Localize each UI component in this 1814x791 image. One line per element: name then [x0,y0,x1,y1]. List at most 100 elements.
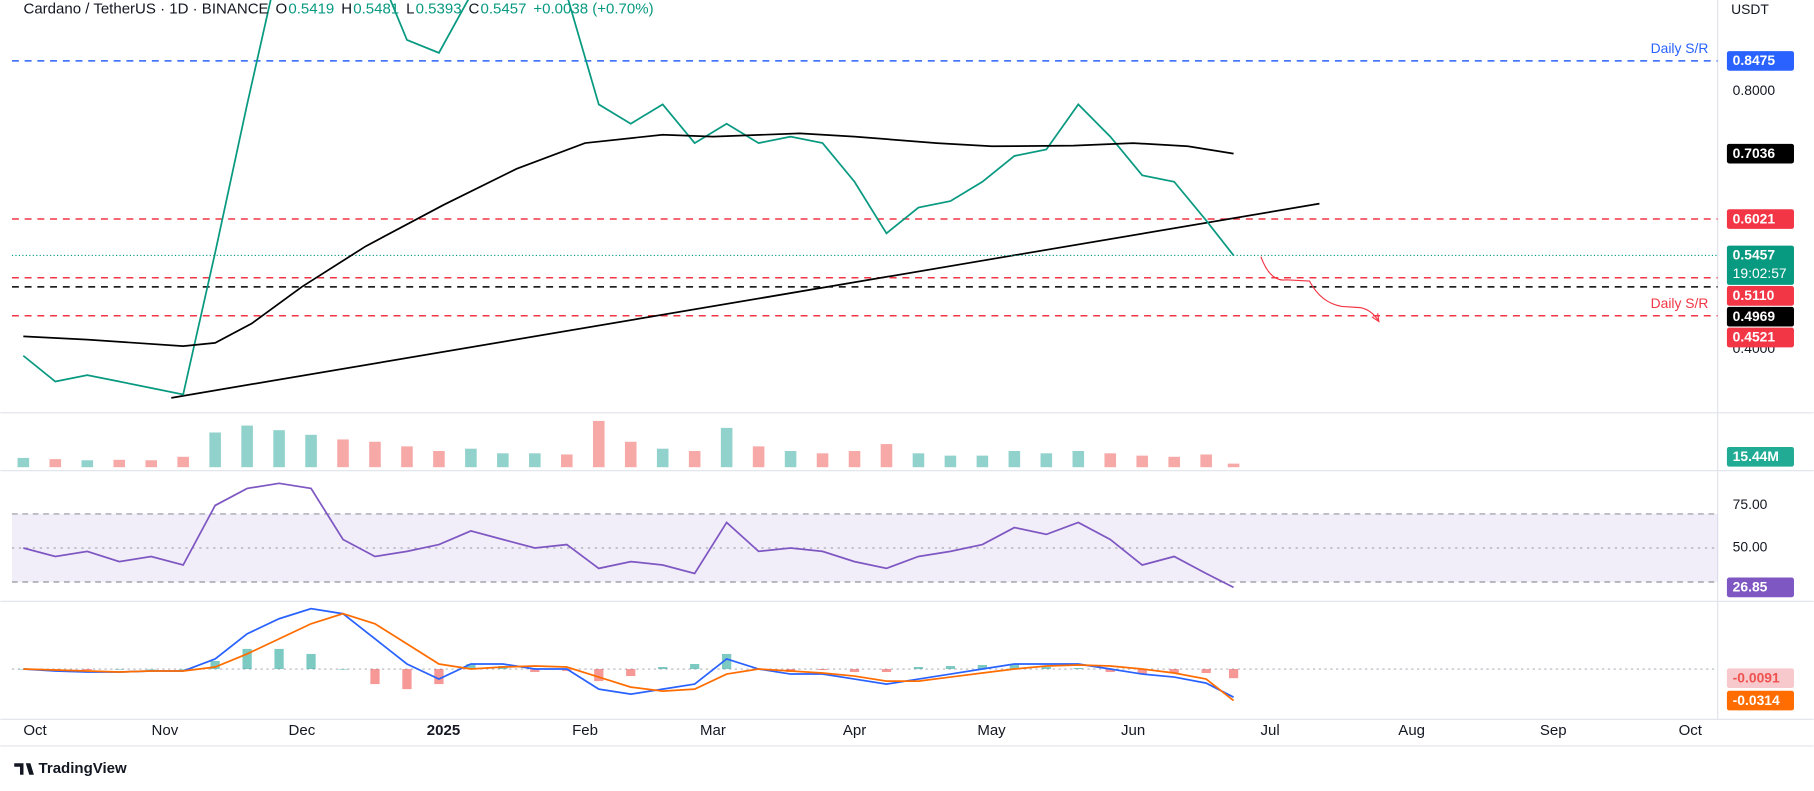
value-box-label: 0.6021 [1733,210,1776,226]
volume-bar [1008,451,1021,468]
header-part: 0.5393 [416,0,462,17]
volume-bar [81,460,94,468]
marks-layer [11,0,1718,702]
volume-bar [433,451,445,468]
series-line [23,132,1234,347]
histogram-bar [82,669,92,671]
histogram-bar [1073,668,1083,670]
histogram-bar [817,669,828,671]
countdown-label: 19:02:57 [1733,265,1787,281]
volume-bar [592,420,605,468]
value-box-label: 26.85 [1733,579,1768,595]
volume-bar [241,425,253,468]
x-tick-label: Oct [23,722,47,739]
value-box-label: 0.8475 [1733,52,1776,68]
projection-arrowhead [1371,313,1380,323]
value-box [1726,286,1794,306]
x-tick-label: Sep [1540,722,1567,739]
volume-bar [816,453,829,468]
volume-bar [177,456,189,468]
projection-path [1260,256,1380,322]
pane-plot [11,607,1718,702]
value-box [1726,690,1794,711]
y-tick-label: 50.00 [1733,539,1768,555]
value-box-label: 0.5457 [1733,247,1776,263]
value-box [1726,577,1794,598]
histogram-bar [402,669,412,690]
volume-bar [209,432,221,468]
x-tick-label: Jul [1261,722,1280,739]
volume-bar [401,446,413,468]
volume-bar [944,455,957,468]
header-part: O [276,0,288,17]
histogram-bar [1201,669,1211,674]
y-tick-label: 0.8000 [1733,82,1776,98]
volume-bar [1200,454,1212,468]
volume-bar [561,454,573,468]
volume-bar [145,460,157,468]
histogram-bar [913,667,924,670]
histogram-bar [530,669,540,673]
x-tick-label: Nov [152,722,179,739]
series-line [22,0,1235,396]
value-box-label: 0.5110 [1733,287,1775,303]
value-box [1726,51,1794,71]
x-tick-label: 2025 [427,722,460,739]
level-label: Daily S/R [1651,295,1709,311]
histogram-bar [114,669,124,670]
value-box [1726,327,1794,348]
x-tick-label: Jun [1121,722,1145,739]
histogram-bar [146,669,156,670]
value-box-label: -0.0314 [1733,692,1780,708]
histogram-bar [1228,669,1239,679]
volume-bar [720,427,733,468]
volume-bar [273,430,285,468]
histogram-bar [178,669,188,670]
volume-bar [784,451,797,468]
histogram-bar [594,669,604,682]
background-layer [0,0,1814,747]
volume-bar [1072,451,1085,468]
volume-bar [497,453,509,468]
volume-bar [624,441,637,468]
value-box-label: -0.0091 [1733,669,1780,685]
histogram-bar [306,653,316,670]
series-line [23,612,1235,702]
volume-bar [688,451,701,468]
value-box [1726,668,1794,689]
volume-bar [848,451,861,468]
header-part: L [406,0,414,17]
histogram-bar [1105,669,1115,673]
value-box [1726,306,1794,327]
histogram-bar [434,669,444,685]
pane-plot [11,0,1718,399]
histogram-bar [210,660,220,670]
header-part: +0.0038 (+0.70%) [533,0,653,17]
value-box [1726,245,1794,285]
histogram-bar [945,666,956,670]
value-box [1726,209,1794,229]
x-tick-label: Oct [1679,722,1703,739]
histogram-bar [1137,669,1147,675]
histogram-bar [722,653,732,670]
volume-bar [369,441,381,468]
histogram-bar [338,669,348,670]
watermark: TradingView [39,760,127,777]
x-tick-label: May [977,722,1006,739]
header: Cardano / TetherUS · 1D · BINANCE O0.5419… [23,0,653,17]
histogram-bar [1169,669,1179,674]
level-label: Daily S/R [1651,40,1709,56]
pane-plot [17,420,1240,468]
volume-bar [656,448,669,468]
x-tick-label: Aug [1398,722,1425,739]
value-box-label: 0.4969 [1733,308,1776,324]
volume-bar [529,453,541,468]
header-part: Cardano / TetherUS · 1D · BINANCE [23,0,268,17]
header-part: 0.5481 [353,0,399,17]
header-part: H [341,0,352,17]
header-part: 0.5457 [481,0,527,17]
value-box [1726,446,1794,467]
